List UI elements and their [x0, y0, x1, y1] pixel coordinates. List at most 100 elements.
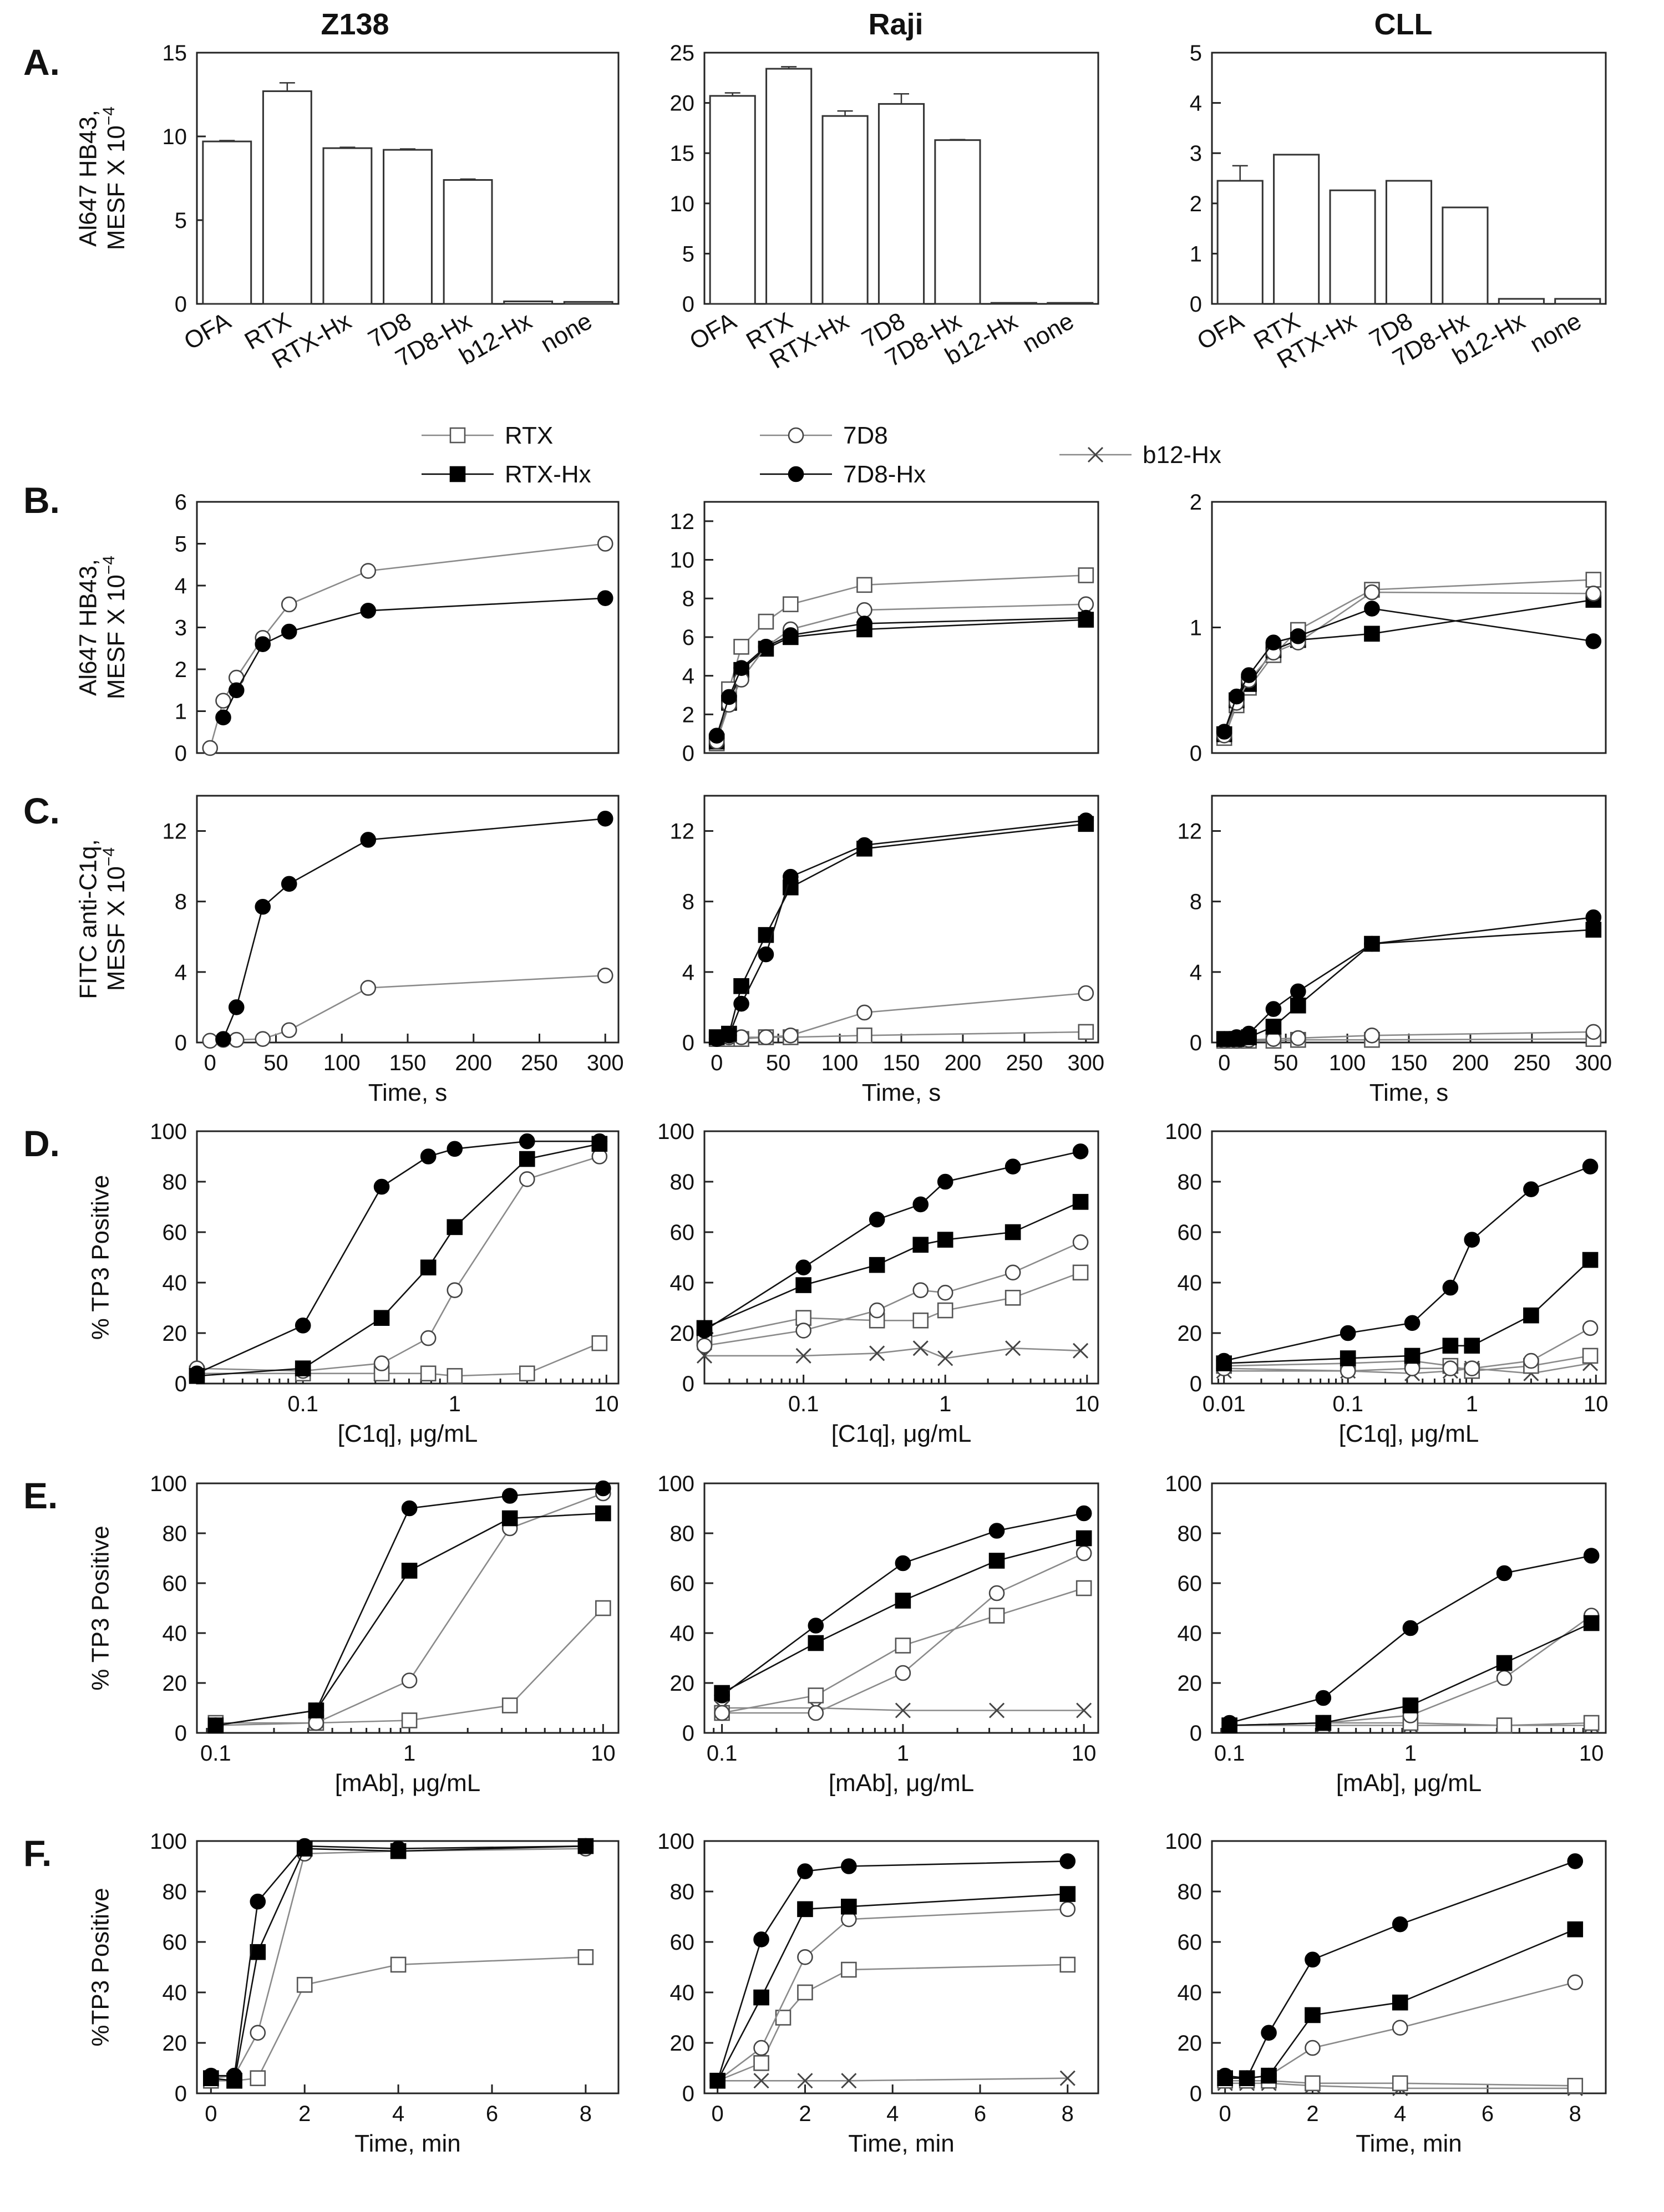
y-tick-label: 60	[670, 1221, 695, 1245]
point-7d8-hx	[401, 1500, 418, 1517]
point-7d8	[228, 1031, 245, 1048]
point-rtx	[912, 1312, 929, 1329]
point-rtx	[808, 1687, 824, 1704]
y-tick-label: 0	[175, 292, 187, 317]
point-rtx-hx	[501, 1510, 518, 1527]
legend-marker-7d8-hx	[788, 466, 804, 482]
point-7d8	[519, 1171, 535, 1187]
point-7d8-hx	[1582, 1158, 1599, 1174]
point-7d8	[1005, 1264, 1021, 1281]
y-tick-label: 2	[175, 658, 187, 682]
series-rtx	[207, 1600, 611, 1731]
y-tick-label: 4	[1190, 960, 1202, 985]
point-7d8-hx	[189, 1365, 205, 1382]
point-7d8-hx	[1005, 1158, 1021, 1174]
series-line-rtx-hx	[717, 1893, 1068, 2081]
series-rtx	[714, 1580, 1092, 1721]
y-tick-label: 3	[175, 616, 187, 640]
point-7d8-hx	[296, 1838, 313, 1854]
panel-e-cll: 0 20 40 60 80 100 0.1 1 10 [mAb], μg/mL	[1165, 1472, 1607, 1797]
y-tick-label: 0	[1190, 1372, 1202, 1396]
y-tick-label: 100	[657, 1120, 694, 1144]
point-rtx-hx	[1567, 1921, 1584, 1938]
point-rtx-hx	[1364, 626, 1380, 642]
point-rtx-hx	[1442, 1338, 1459, 1354]
column-title-z138: Z138	[321, 8, 389, 41]
bar-b12-hx	[503, 300, 554, 305]
point-7d8	[912, 1282, 929, 1298]
plot-frame	[196, 501, 620, 754]
point-7d8-hx	[937, 1173, 953, 1190]
panel-c-z138: 0 4 8 12 FITC anti-C1q,MESF X 10−4 0 50 100 150 2…	[74, 795, 624, 1106]
point-rtx	[895, 1638, 911, 1654]
plot-frame	[1211, 1840, 1607, 2094]
x-tick-label: 300	[1575, 1051, 1612, 1075]
x-tick-label: 10	[1075, 1392, 1100, 1416]
series-7d8-hx	[215, 811, 613, 1047]
y-tick-label: 40	[670, 1621, 695, 1646]
point-7d8-hx	[808, 1618, 824, 1634]
point-7d8-hx	[841, 1858, 857, 1874]
bar-none	[563, 301, 613, 305]
panel-f-z138: 0 20 40 60 80 100 %TP3 Positive 0 2 4 6 8 Time, min	[87, 1829, 620, 2157]
point-7d8-hx	[215, 709, 231, 726]
y-tick-label: 0	[1190, 1031, 1202, 1055]
plot-frame	[196, 1482, 620, 1734]
point-7d8	[1442, 1360, 1459, 1376]
point-7d8	[988, 1585, 1005, 1601]
series-rtx	[709, 1956, 1076, 2089]
series-7d8-hx	[189, 1133, 608, 1382]
point-7d8	[1364, 584, 1380, 601]
y-tick-label: 0	[1190, 741, 1202, 766]
point-rtx-hx	[1072, 1194, 1089, 1210]
error-bar-ofa	[1232, 165, 1248, 181]
point-rtx-hx	[373, 1310, 390, 1326]
y-tick-label: 100	[1165, 1472, 1202, 1496]
x-axis-label: Time, s	[862, 1079, 941, 1106]
y-tick-label: 80	[1178, 1880, 1203, 1904]
x-tick-label: 4	[1394, 2102, 1406, 2126]
point-rtx	[758, 613, 774, 630]
point-7d8-hx	[1567, 1853, 1584, 1869]
y-axis-label: % TP3 Positive	[87, 1525, 114, 1691]
legend-label-rtx: RTX	[505, 422, 553, 449]
point-rtx-hx	[1305, 2007, 1321, 2023]
x-tick-label: 0	[1218, 1051, 1230, 1075]
x-tick-label: 150	[1391, 1051, 1428, 1075]
point-rtx	[591, 1335, 608, 1351]
x-tick-label: 200	[455, 1051, 492, 1075]
y-tick-label: 4	[682, 960, 694, 985]
point-7d8	[1523, 1352, 1539, 1369]
point-b12-hx	[869, 1345, 885, 1361]
point-7d8	[795, 1323, 811, 1339]
x-tick-label: 150	[389, 1051, 427, 1075]
series-line-rtx	[704, 1272, 1081, 1339]
y-tick-label: 100	[150, 1829, 187, 1854]
point-b12-hx	[1059, 2070, 1075, 2086]
point-7d8-hx	[1290, 983, 1306, 1000]
row-letter-e: E.	[23, 1475, 58, 1516]
point-7d8	[1078, 596, 1094, 612]
point-rtx	[1496, 1717, 1513, 1733]
y-tick-label: 0	[682, 292, 694, 317]
point-7d8	[758, 1029, 774, 1045]
point-rtx-hx	[519, 1151, 535, 1167]
y-tick-label: 60	[163, 1221, 187, 1245]
category-label-none: none	[1018, 307, 1078, 358]
point-7d8-hx	[714, 1687, 730, 1704]
series-line-rtx	[717, 1964, 1068, 2082]
x-tick-label: 150	[883, 1051, 920, 1075]
point-7d8-hx	[595, 1480, 611, 1497]
y-axis-label-line: MESF X 10	[103, 125, 130, 250]
point-7d8-hx	[1585, 909, 1602, 926]
point-7d8-hx	[360, 603, 377, 619]
point-rtx-hx	[1404, 1347, 1421, 1364]
y-tick-label: 6	[175, 490, 187, 515]
plot-frame	[703, 1482, 1099, 1734]
point-7d8	[1072, 1234, 1089, 1250]
y-axis-label-exponent: −4	[100, 847, 118, 866]
series-rtx-hx	[708, 816, 1094, 1045]
error-bar-rtx-hx	[339, 146, 356, 149]
y-axis-label: Al647 HB43,MESF X 10−4	[74, 556, 130, 699]
